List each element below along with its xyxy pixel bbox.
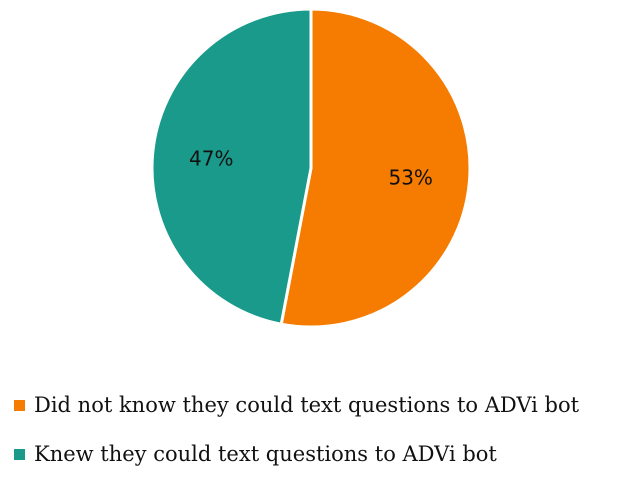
pie-slice-labels: 53% 47% — [189, 147, 433, 190]
pie-slice-label-knew: 47% — [189, 147, 233, 171]
pie-chart: 53% 47% Did not know they could text ques… — [14, 7, 579, 466]
legend-swatch-knew — [14, 448, 25, 460]
pie-slice-did-not-know — [279, 7, 472, 329]
pie-slice-label-did-not-know: 53% — [388, 165, 432, 189]
legend: Did not know they could text questions t… — [14, 385, 620, 483]
legend-item-knew: Knew they could text questions to ADVi b… — [14, 434, 620, 474]
pie-slices — [150, 7, 472, 329]
pie-plot-area: 53% 47% — [150, 7, 472, 329]
pie-slice-knew — [150, 7, 313, 326]
legend-swatch-did-not-know — [14, 399, 25, 411]
legend-label-did-not-know: Did not know they could text questions t… — [34, 393, 580, 417]
legend-item-did-not-know: Did not know they could text questions t… — [14, 385, 620, 425]
legend-label-knew: Knew they could text questions to ADVi b… — [34, 442, 497, 466]
